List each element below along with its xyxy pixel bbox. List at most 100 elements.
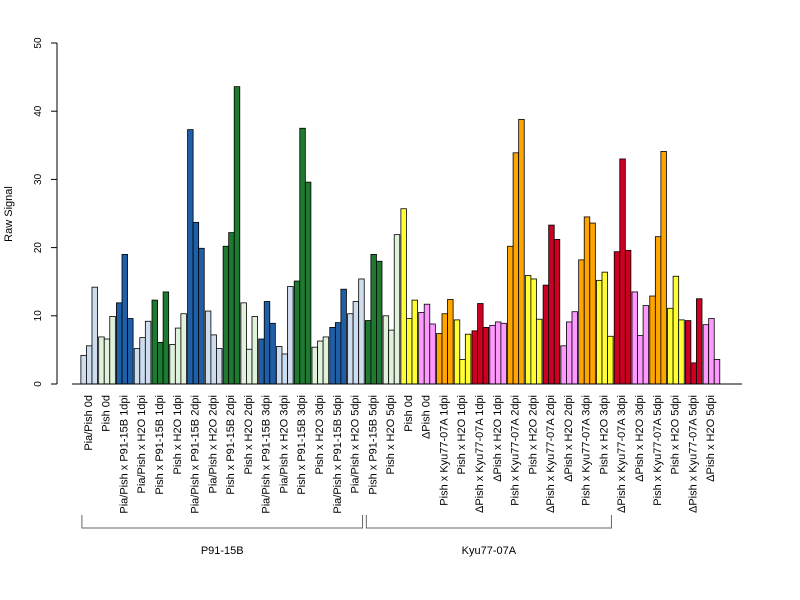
x-tick-label: Pish x P91-15B 1dpi bbox=[154, 395, 166, 495]
bar bbox=[133, 348, 141, 385]
bar bbox=[144, 320, 152, 385]
x-tick-label: Pia/Pish x P91-15B 1dpi bbox=[118, 395, 130, 514]
x-tick-label: Pish 0d bbox=[403, 395, 415, 432]
x-tick-label: Pish x H2O 5dpi bbox=[670, 395, 682, 474]
bar bbox=[276, 346, 283, 385]
bar bbox=[198, 247, 205, 385]
x-tick-label: Pish x H2O 3dpi bbox=[598, 395, 610, 474]
bar bbox=[583, 216, 591, 385]
bar bbox=[400, 208, 407, 385]
bar bbox=[263, 301, 271, 385]
bar bbox=[258, 338, 265, 385]
bar bbox=[453, 319, 461, 385]
bar bbox=[690, 362, 697, 385]
bar bbox=[471, 330, 478, 385]
x-tick-label: Pish x H2O 1dpi bbox=[172, 395, 184, 474]
group-label: P91-15B bbox=[201, 545, 244, 557]
bar bbox=[667, 307, 674, 385]
bar bbox=[649, 295, 656, 385]
bar bbox=[80, 354, 87, 385]
bar bbox=[637, 335, 644, 385]
bar bbox=[512, 152, 520, 385]
bar bbox=[246, 348, 253, 385]
bar bbox=[459, 359, 466, 385]
x-tick-label: ΔPish x Kyu77-07A 1dpi bbox=[474, 395, 486, 513]
x-tick-label: Pish x H2O 3dpi bbox=[314, 395, 326, 474]
bar bbox=[376, 260, 383, 385]
bar bbox=[624, 249, 632, 385]
bar bbox=[507, 245, 514, 385]
bar bbox=[589, 222, 596, 385]
bar bbox=[654, 236, 662, 385]
bar bbox=[619, 158, 626, 385]
bar bbox=[553, 239, 561, 385]
bar bbox=[477, 303, 484, 385]
y-tick-label: 30 bbox=[33, 173, 44, 185]
group-bracket bbox=[365, 515, 612, 529]
bar bbox=[98, 336, 105, 385]
bar bbox=[329, 326, 336, 385]
x-tick-label: Pish x Kyu77-07A 2dpi bbox=[510, 395, 522, 506]
x-tick-label: Pish x H2O 1dpi bbox=[456, 395, 468, 474]
bar bbox=[121, 254, 128, 385]
x-tick-label: Pia/Pish 0d bbox=[83, 395, 95, 451]
bar bbox=[566, 321, 573, 385]
bar bbox=[548, 224, 555, 385]
bar bbox=[204, 310, 212, 385]
bar bbox=[382, 315, 390, 385]
bar bbox=[334, 322, 342, 385]
x-tick-label: Pish x Kyu77-07A 1dpi bbox=[438, 395, 450, 506]
group-bracket bbox=[81, 515, 364, 529]
bar bbox=[169, 344, 176, 385]
bar bbox=[708, 318, 715, 385]
x-tick-label: Pish x H2O 2dpi bbox=[243, 395, 255, 474]
bar bbox=[317, 340, 324, 385]
bar bbox=[109, 316, 116, 385]
bar bbox=[192, 221, 200, 385]
bar bbox=[518, 118, 525, 385]
x-tick-label: Pia/Pish x H2O 1dpi bbox=[136, 395, 148, 493]
bar bbox=[293, 280, 301, 385]
bar bbox=[406, 318, 413, 385]
bar bbox=[607, 335, 614, 385]
bar bbox=[269, 322, 276, 385]
y-tick-label: 40 bbox=[33, 105, 44, 117]
bar bbox=[281, 353, 288, 385]
x-tick-label: ΔPish x H2O 3dpi bbox=[634, 395, 646, 482]
bar bbox=[86, 345, 93, 385]
x-tick-label: Pish x H2O 2dpi bbox=[527, 395, 539, 474]
bar bbox=[222, 245, 230, 385]
bar bbox=[660, 151, 667, 385]
bar bbox=[672, 275, 680, 385]
bar bbox=[287, 286, 294, 385]
bar bbox=[210, 334, 217, 385]
bar bbox=[601, 271, 608, 385]
bar bbox=[352, 301, 360, 385]
bar bbox=[127, 318, 134, 385]
x-tick-label: Pish x Kyu77-07A 3dpi bbox=[581, 395, 593, 506]
bar bbox=[322, 336, 330, 385]
bar bbox=[187, 129, 194, 385]
bar bbox=[299, 127, 306, 385]
bar bbox=[642, 305, 650, 385]
x-tick-label: ΔPish x Kyu77-07A 5dpi bbox=[687, 395, 699, 513]
bar bbox=[139, 337, 146, 385]
x-tick-label: ΔPish x H2O 1dpi bbox=[492, 395, 504, 482]
y-tick-label: 10 bbox=[33, 310, 44, 322]
x-tick-label: ΔPish x Kyu77-07A 2dpi bbox=[545, 395, 557, 513]
bar bbox=[489, 324, 496, 385]
x-tick-label: Pia/Pish x H2O 5dpi bbox=[350, 395, 362, 493]
bar bbox=[411, 299, 418, 385]
bar bbox=[162, 291, 170, 385]
x-tick-label: Pish x P91-15B 2dpi bbox=[225, 395, 237, 495]
bar bbox=[393, 234, 401, 385]
y-tick-label: 20 bbox=[33, 242, 44, 254]
bar bbox=[500, 322, 507, 385]
bar bbox=[340, 288, 347, 385]
x-tick-label: Pia/Pish x P91-15B 2dpi bbox=[190, 395, 202, 514]
bar bbox=[494, 321, 502, 385]
bar bbox=[684, 320, 692, 385]
bar bbox=[91, 286, 98, 385]
bar bbox=[482, 326, 490, 385]
